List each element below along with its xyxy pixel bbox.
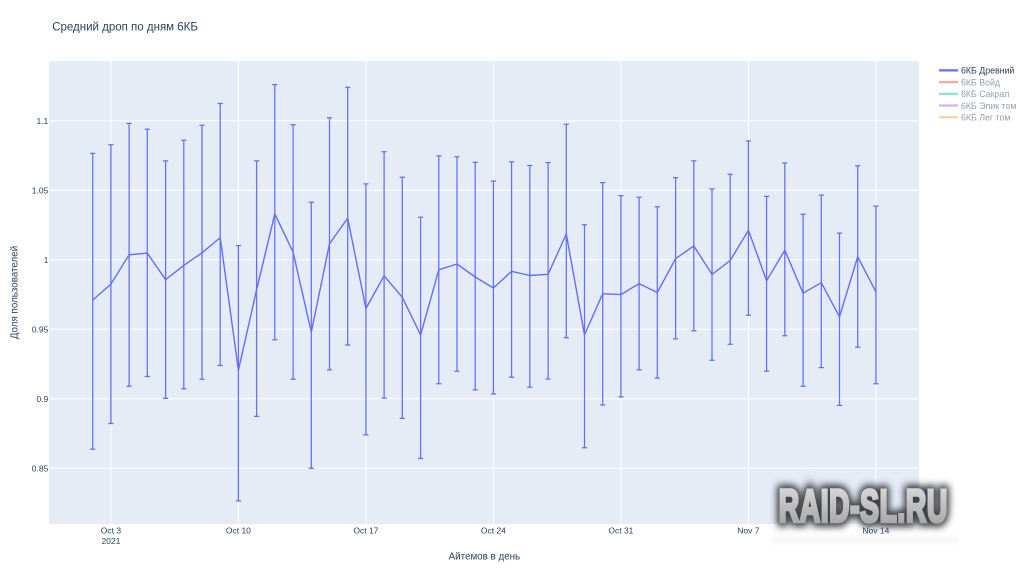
svg-text:RAID-SL.RU: RAID-SL.RU <box>779 482 948 532</box>
svg-text:2021: 2021 <box>101 536 120 546</box>
svg-text:0.9: 0.9 <box>36 394 48 404</box>
svg-text:Средний дроп по дням 6КБ: Средний дроп по дням 6КБ <box>52 22 198 34</box>
svg-text:Oct 24: Oct 24 <box>481 526 506 536</box>
svg-text:1.05: 1.05 <box>32 185 49 195</box>
svg-text:RAID-SL.RU: RAID-SL.RU <box>779 482 948 532</box>
svg-text:RAID-SL.RU: RAID-SL.RU <box>779 482 948 532</box>
svg-text:Доля пользователей: Доля пользователей <box>10 246 21 339</box>
svg-text:6КБ Эпик том: 6КБ Эпик том <box>961 101 1016 111</box>
svg-text:6КБ Древний: 6КБ Древний <box>961 66 1014 76</box>
svg-text:Oct 17: Oct 17 <box>353 526 378 536</box>
svg-text:6КБ Лег том: 6КБ Лег том <box>961 113 1010 123</box>
svg-text:Айтемов в день: Айтемов в день <box>449 552 521 563</box>
svg-text:6КБ Войд: 6КБ Войд <box>961 77 1000 87</box>
svg-text:Nov 14: Nov 14 <box>862 526 889 536</box>
svg-text:0.85: 0.85 <box>32 464 49 474</box>
svg-text:1.1: 1.1 <box>36 116 48 126</box>
svg-text:0.95: 0.95 <box>32 325 49 335</box>
svg-text:Oct 31: Oct 31 <box>608 526 633 536</box>
svg-text:Oct 10: Oct 10 <box>226 526 251 536</box>
svg-text:Nov 7: Nov 7 <box>737 526 759 536</box>
svg-text:Oct 3: Oct 3 <box>101 526 122 536</box>
svg-text:1: 1 <box>44 255 49 265</box>
svg-text:6КБ Сакрал: 6КБ Сакрал <box>961 89 1009 99</box>
